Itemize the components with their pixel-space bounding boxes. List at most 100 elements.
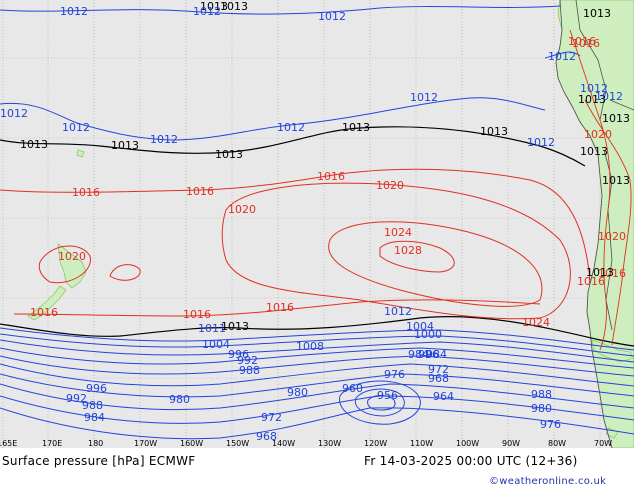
isobar-label: 1012 xyxy=(410,91,438,104)
isobar-1016-island xyxy=(109,264,141,281)
isobar-label: 976 xyxy=(384,368,405,381)
isobar-label: 1016 xyxy=(266,301,294,314)
isobar-label: 1013 xyxy=(111,139,139,152)
isobar-label: 1020 xyxy=(228,203,256,216)
isobar-label: 984 xyxy=(408,348,429,361)
isobar-label: 1013 xyxy=(220,0,248,13)
isobar-label: 1016 xyxy=(577,275,605,288)
longitude-tick-label: 120W xyxy=(364,439,387,448)
isobar-andes-a xyxy=(569,29,611,351)
isobar-label: 992 xyxy=(66,392,87,405)
isobar-low-8 xyxy=(0,395,634,424)
credit-link[interactable]: ©weatheronline.co.uk xyxy=(489,476,607,487)
isobar-label: 1013 xyxy=(580,145,608,158)
isobar-low-5 xyxy=(0,363,634,387)
pressure-map: 1012 1013 1012 1012 1013 1016 1012 1016 1012 1013… xyxy=(0,0,634,448)
longitude-tick-label: 165E xyxy=(0,439,17,448)
isobar-label: 1020 xyxy=(598,230,626,243)
isobar-label: 976 xyxy=(540,418,561,431)
isobar-low-center-a xyxy=(339,380,421,425)
longitude-tick-label: 70W xyxy=(594,439,612,448)
isobar-label: 1012 xyxy=(60,5,88,18)
isobar-label: 1012 xyxy=(150,133,178,146)
isobar-label: 988 xyxy=(82,399,103,412)
valid-time: Fr 14-03-2025 00:00 UTC (12+36) xyxy=(364,454,578,468)
border-lines xyxy=(575,0,634,331)
longitude-tick-label: 130W xyxy=(318,439,341,448)
isobar-label: 1013 xyxy=(583,7,611,20)
isobar-label: 972 xyxy=(261,411,282,424)
isobar-low-1 xyxy=(0,333,634,357)
longitude-tick-label: 110W xyxy=(410,439,433,448)
isobar-1016-south xyxy=(13,299,541,317)
isobar-andes-b xyxy=(584,99,632,346)
isobar-label: 1012 xyxy=(580,82,608,95)
isobar-label: 1016 xyxy=(598,267,626,280)
lat-lon-grid xyxy=(0,0,634,448)
isobar-label: 992 xyxy=(237,354,258,367)
isobar-1028 xyxy=(379,240,455,273)
isobar-label: 1008 xyxy=(296,340,324,353)
longitude-tick-labels: 165E 170E 180 170W 160W 150W 140W 130W 120W 110W 1… xyxy=(0,439,612,448)
isobar-1016-outer xyxy=(0,168,591,281)
isobar-label: 1016 xyxy=(568,35,596,48)
isobar-low-9 xyxy=(0,407,634,440)
isobar-label: 1016 xyxy=(317,170,345,183)
isobar-low-3 xyxy=(0,347,634,369)
isobar-label: 1012 xyxy=(62,121,90,134)
isobar-label: 1016 xyxy=(72,186,100,199)
longitude-tick-label: 170E xyxy=(42,439,62,448)
isobar-label: 1013 xyxy=(602,174,630,187)
longitude-tick-label: 170W xyxy=(134,439,157,448)
isobar-label: 1020 xyxy=(376,179,404,192)
isobar-label: 1013 xyxy=(342,121,370,134)
isobar-label: 1013 xyxy=(20,138,48,151)
ocean-background xyxy=(0,0,634,448)
isobar-label: 1016 xyxy=(186,185,214,198)
isobar-label: 996 xyxy=(228,348,249,361)
isobar-label: 960 xyxy=(342,382,363,395)
isobar-label: 1012 xyxy=(193,5,221,18)
isobar-label: 996 xyxy=(86,382,107,395)
product-title: Surface pressure [hPa] ECMWF xyxy=(2,454,196,468)
isobar-label: 1013 xyxy=(200,0,228,13)
isobar-low-7 xyxy=(0,383,634,411)
isobar-label: 984 xyxy=(84,411,105,424)
isobar-label: 1012 xyxy=(595,90,623,103)
isobar-label: 1013 xyxy=(586,266,614,279)
isobar-label: 1012 xyxy=(384,305,412,318)
longitude-tick-label: 90W xyxy=(502,439,520,448)
isobar-label: 1012 xyxy=(318,10,346,23)
island-fiji xyxy=(76,149,85,158)
isobar-label: 1013 xyxy=(578,93,606,106)
isobar-1013-south xyxy=(0,315,634,347)
isobar-low-6 xyxy=(0,373,634,398)
isobar-label: 1016 xyxy=(30,306,58,319)
isobar-label: 1012 xyxy=(0,107,28,120)
isobar-label: 1012 xyxy=(527,136,555,149)
isobar-label: 1016 xyxy=(572,37,600,50)
isobar-low-4 xyxy=(0,355,634,377)
isobar-label: 1004 xyxy=(406,320,434,333)
isobar-label: 1004 xyxy=(202,338,230,351)
new-zealand-south-island xyxy=(27,285,67,321)
isobar-label: 968 xyxy=(428,372,449,385)
isobar-label: 980 xyxy=(169,393,190,406)
isobar-label: 1024 xyxy=(522,316,550,329)
isobar-label: 1000 xyxy=(414,328,442,341)
isobar-label: 1028 xyxy=(394,244,422,257)
isobar-1012-coast xyxy=(544,51,581,59)
isobar-label: 1016 xyxy=(183,308,211,321)
isobar-label: 1013 xyxy=(480,125,508,138)
isobar-label: 964 xyxy=(433,390,454,403)
longitude-tick-label: 160W xyxy=(180,439,203,448)
footer-bar: Surface pressure [hPa] ECMWF Fr 14-03-20… xyxy=(0,448,634,490)
isobar-label: 1013 xyxy=(215,148,243,161)
isobar-label: 972 xyxy=(428,363,449,376)
longitude-tick-label: 150W xyxy=(226,439,249,448)
isobar-label: 1012 xyxy=(277,121,305,134)
isobar-label: 996 xyxy=(418,348,439,361)
longitude-tick-label: 100W xyxy=(456,439,479,448)
isobar-1013-north xyxy=(0,126,586,167)
